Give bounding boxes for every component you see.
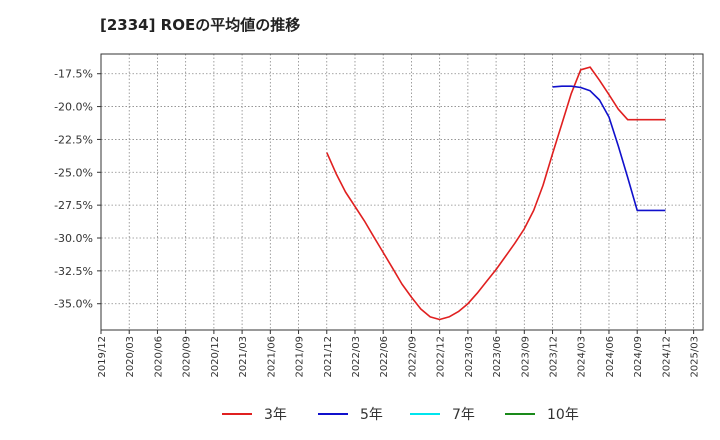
x-tick-label: 2021/09 [295,336,306,378]
legend-label-3年: 3年 [264,407,287,423]
y-tick-label: -20.0% [54,101,93,114]
x-tick-label: 2024/03 [577,336,588,378]
x-tick-label: 2023/12 [549,336,560,378]
chart-title: [2334] ROEの平均値の推移 [100,16,301,34]
legend-label-7年: 7年 [452,407,475,423]
plot-frame [100,53,704,331]
x-tick-label: 2020/03 [125,336,136,378]
x-tick-label: 2022/12 [436,336,447,378]
series-line-3年 [326,66,666,321]
x-tick-label: 2020/12 [210,336,221,378]
y-tick-label: -17.5% [54,68,93,81]
x-tick-label: 2024/09 [633,336,644,378]
y-tick-label: -25.0% [54,166,93,179]
y-tick-label: -32.5% [54,265,93,278]
y-tick-label: -30.0% [54,232,93,245]
x-tick-label: 2023/09 [520,336,531,378]
x-tick-label: 2024/06 [605,336,616,378]
x-tick-label: 2021/03 [238,336,249,378]
x-tick-label: 2022/06 [379,336,390,378]
x-tick-label: 2019/12 [97,336,108,378]
x-tick-label: 2022/09 [407,336,418,378]
x-tick-label: 2023/03 [464,336,475,378]
x-tick-label: 2023/06 [492,336,503,378]
y-tick-label: -35.0% [54,298,93,311]
x-tick-label: 2021/06 [266,336,277,378]
x-tick-label: 2022/03 [351,336,362,378]
legend-label-10年: 10年 [547,407,579,423]
y-tick-label: -27.5% [54,199,93,212]
x-tick-label: 2025/03 [690,336,701,378]
x-tick-label: 2021/12 [323,336,334,378]
x-tick-label: 2020/09 [182,336,193,378]
series-line-5年 [552,85,666,212]
y-tick-label: -22.5% [54,133,93,146]
legend-label-5年: 5年 [360,407,383,423]
x-tick-label: 2020/06 [153,336,164,378]
x-tick-label: 2024/12 [661,336,672,378]
